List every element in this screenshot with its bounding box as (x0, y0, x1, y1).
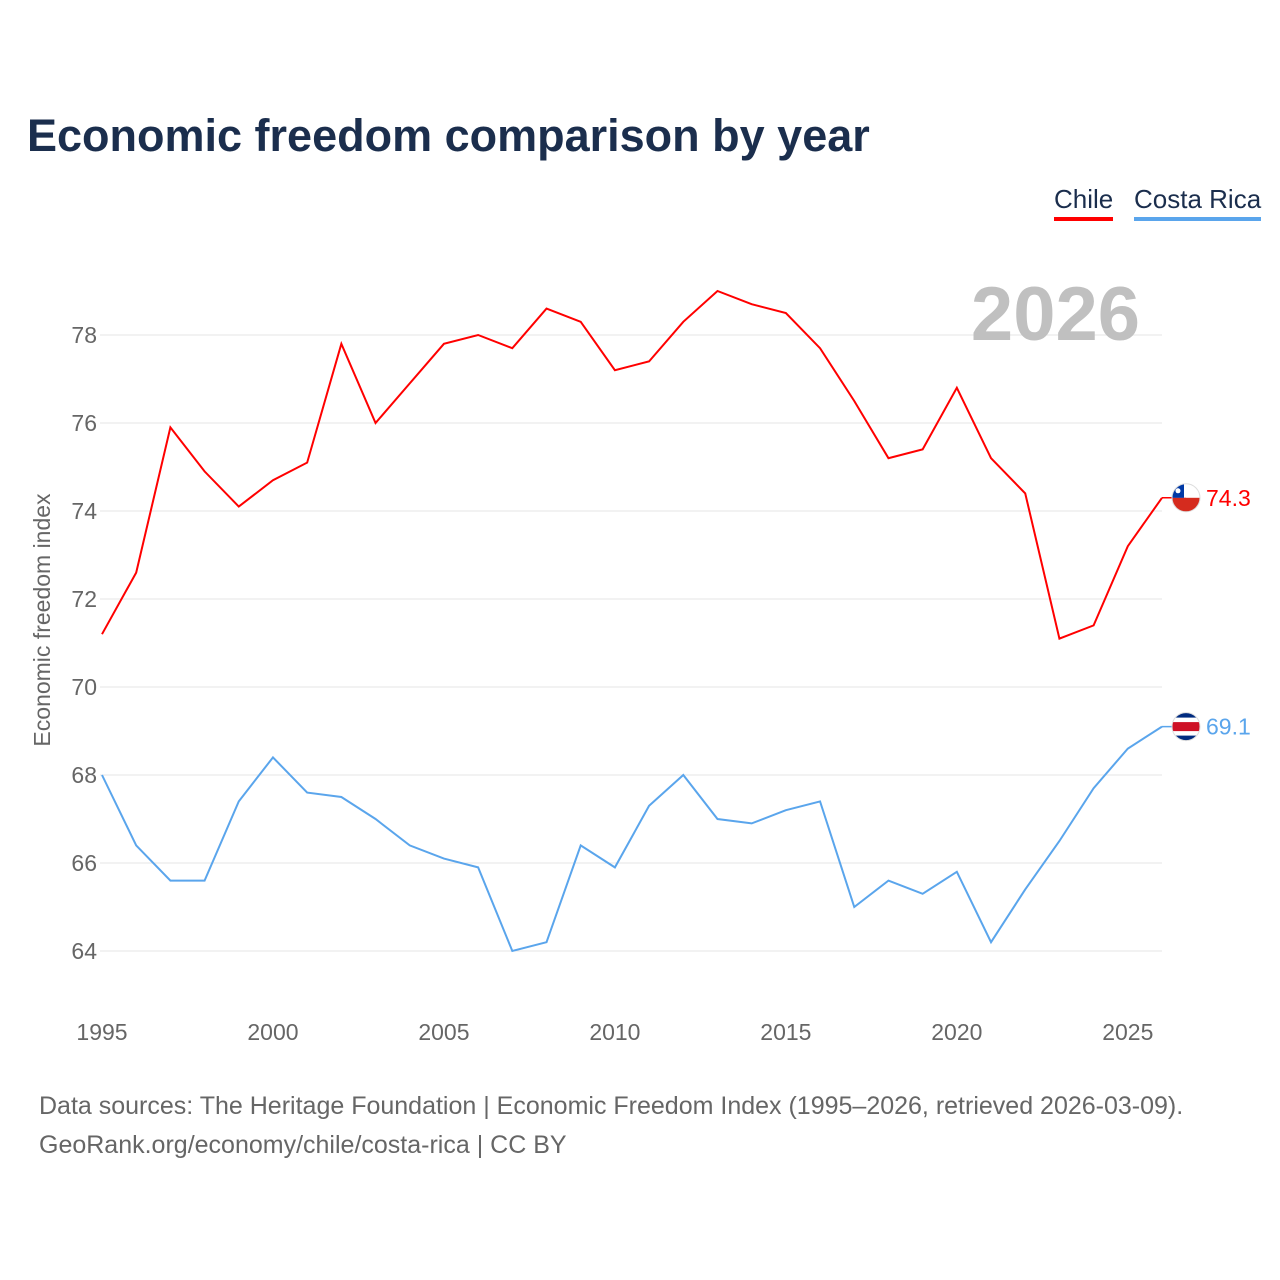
x-tick-label: 2015 (760, 1019, 811, 1045)
y-tick-label: 68 (71, 762, 97, 788)
legend-chile[interactable]: Chile (1054, 184, 1114, 221)
y-tick-label: 76 (71, 410, 97, 436)
y-tick-label: 70 (71, 674, 97, 700)
y-tick-label: 66 (71, 850, 97, 876)
x-tick-label: 1995 (76, 1019, 127, 1045)
end-value-label: 74.3 (1206, 485, 1251, 511)
costa-rica-flag-icon (1171, 712, 1201, 742)
x-tick-label: 2005 (418, 1019, 469, 1045)
x-tick-label: 2010 (589, 1019, 640, 1045)
x-tick-label: 2000 (247, 1019, 298, 1045)
end-value-label: 69.1 (1206, 714, 1251, 740)
chile-flag-icon (1171, 483, 1201, 513)
footer-sources: Data sources: The Heritage Foundation | … (39, 1092, 1184, 1120)
x-tick-label: 2020 (931, 1019, 982, 1045)
year-watermark: 2026 (971, 272, 1140, 357)
x-tick-label: 2025 (1102, 1019, 1153, 1045)
y-tick-label: 64 (71, 938, 97, 964)
legend-costa-rica[interactable]: Costa Rica (1134, 184, 1262, 221)
y-tick-label: 74 (71, 498, 97, 524)
series-line-costa-rica[interactable] (101, 725, 1163, 953)
y-axis-label: Economic freedom index (29, 493, 55, 747)
chart-title: Economic freedom comparison by year (27, 110, 870, 161)
y-tick-label: 78 (71, 322, 97, 348)
footer: Data sources: The Heritage Foundation | … (39, 1087, 1183, 1165)
series-line-chile[interactable] (101, 289, 1163, 640)
y-tick-label: 72 (71, 586, 97, 612)
footer-link[interactable]: GeoRank.org/economy/chile/costa-rica | C… (39, 1131, 567, 1159)
